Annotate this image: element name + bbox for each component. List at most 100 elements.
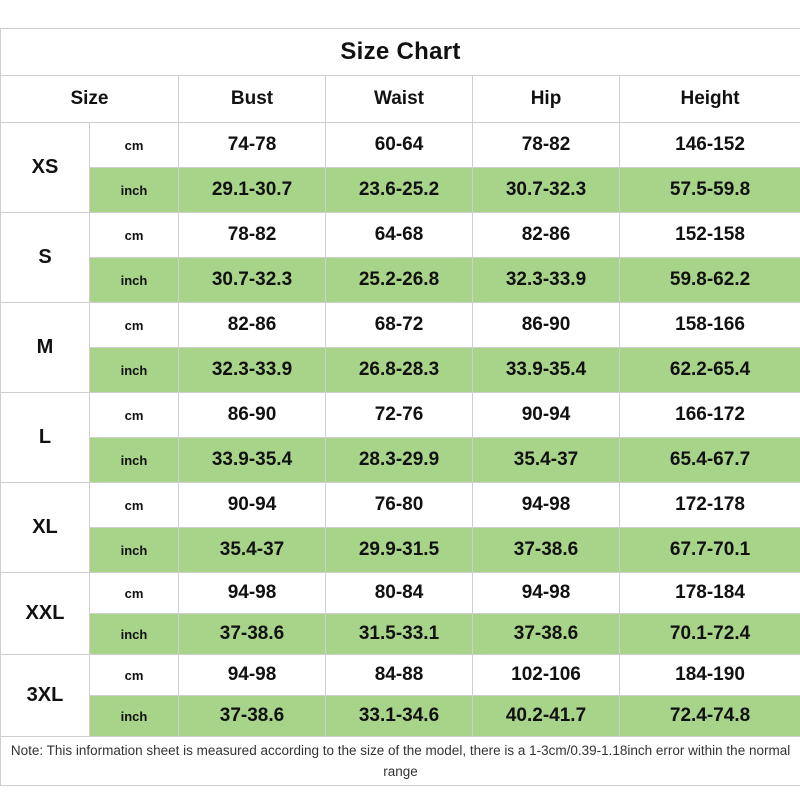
unit-cm-label: cm [89,212,179,258]
cell-inch-height: 62.2-65.4 [618,347,800,393]
cell-cm-height: 178-184 [618,572,800,614]
unit-inch-label: inch [89,167,179,213]
size-label: XS [0,122,90,213]
cell-cm-waist: 64-68 [325,212,473,258]
cell-cm-height: 152-158 [618,212,800,258]
cell-inch-hip: 35.4-37 [472,437,620,483]
cell-inch-bust: 35.4-37 [178,527,326,573]
cell-inch-hip: 37-38.6 [472,613,620,655]
unit-inch-label: inch [89,347,179,393]
table-row: XXL cm 94-98 80-84 94-98 178-184 [0,572,800,655]
table-row: inch 37-38.6 33.1-34.6 40.2-41.7 72.4-74.8 [1,695,800,737]
table-row: inch 32.3-33.9 26.8-28.3 33.9-35.4 62.2-65.4 [1,347,800,393]
cell-inch-hip: 32.3-33.9 [472,257,620,303]
unit-cm-label: cm [89,302,179,348]
cell-cm-hip: 86-90 [472,302,620,348]
cell-cm-waist: 72-76 [325,392,473,438]
cell-cm-bust: 90-94 [178,482,326,528]
unit-cm-label: cm [89,572,179,614]
cell-inch-hip: 33.9-35.4 [472,347,620,393]
cell-cm-waist: 60-64 [325,122,473,168]
cell-inch-height: 57.5-59.8 [618,167,800,213]
size-chart-table: Size Chart Size Bust Waist Hip Height XS… [0,28,800,786]
cell-inch-waist: 33.1-34.6 [325,695,473,737]
table-row: inch 29.1-30.7 23.6-25.2 30.7-32.3 57.5-59.8 [1,167,800,213]
cell-inch-waist: 28.3-29.9 [325,437,473,483]
table-row: inch 37-38.6 31.5-33.1 37-38.6 70.1-72.4 [1,613,800,655]
measurement-note: Note: This information sheet is measured… [0,736,800,786]
cell-cm-bust: 94-98 [178,572,326,614]
cell-inch-waist: 29.9-31.5 [325,527,473,573]
size-label: XL [0,482,90,573]
size-label: M [0,302,90,393]
unit-inch-label: inch [89,613,179,655]
size-label: 3XL [0,654,90,737]
cell-inch-bust: 37-38.6 [178,613,326,655]
table-row: inch 35.4-37 29.9-31.5 37-38.6 67.7-70.1 [1,527,800,573]
cell-cm-hip: 94-98 [472,482,620,528]
unit-inch-label: inch [89,527,179,573]
cell-cm-hip: 90-94 [472,392,620,438]
cell-cm-waist: 68-72 [325,302,473,348]
table-row: 3XL cm 94-98 84-88 102-106 184-190 [0,654,800,737]
header-hip: Hip [472,75,620,123]
cell-cm-height: 184-190 [618,654,800,696]
cell-inch-waist: 26.8-28.3 [325,347,473,393]
cell-inch-waist: 25.2-26.8 [325,257,473,303]
cell-inch-height: 67.7-70.1 [618,527,800,573]
cell-cm-hip: 94-98 [472,572,620,614]
cell-inch-height: 72.4-74.8 [618,695,800,737]
cell-inch-hip: 40.2-41.7 [472,695,620,737]
cell-inch-bust: 32.3-33.9 [178,347,326,393]
cell-cm-bust: 82-86 [178,302,326,348]
table-row: XS cm 74-78 60-64 78-82 146-152 [0,122,800,213]
cell-cm-bust: 94-98 [178,654,326,696]
cell-inch-height: 59.8-62.2 [618,257,800,303]
note-row: Note: This information sheet is measured… [0,736,800,786]
cell-cm-height: 166-172 [618,392,800,438]
unit-inch-label: inch [89,695,179,737]
cell-inch-bust: 30.7-32.3 [178,257,326,303]
cell-cm-waist: 76-80 [325,482,473,528]
header-waist: Waist [325,75,473,123]
cell-cm-hip: 82-86 [472,212,620,258]
cell-cm-hip: 102-106 [472,654,620,696]
cell-inch-waist: 31.5-33.1 [325,613,473,655]
chart-title: Size Chart [0,28,800,76]
cell-cm-bust: 74-78 [178,122,326,168]
cell-inch-hip: 30.7-32.3 [472,167,620,213]
header-row: Size Bust Waist Hip Height [0,75,800,123]
table-row: XL cm 90-94 76-80 94-98 172-178 [0,482,800,573]
cell-inch-bust: 33.9-35.4 [178,437,326,483]
size-label: XXL [0,572,90,655]
unit-inch-label: inch [89,257,179,303]
cell-inch-waist: 23.6-25.2 [325,167,473,213]
cell-cm-hip: 78-82 [472,122,620,168]
cell-inch-bust: 37-38.6 [178,695,326,737]
cell-inch-hip: 37-38.6 [472,527,620,573]
unit-cm-label: cm [89,654,179,696]
size-label: S [0,212,90,303]
header-size: Size [0,75,179,123]
cell-cm-height: 146-152 [618,122,800,168]
table-row: inch 33.9-35.4 28.3-29.9 35.4-37 65.4-67.7 [1,437,800,483]
size-chart: Size Chart Size Bust Waist Hip Height XS… [0,28,800,786]
unit-inch-label: inch [89,437,179,483]
unit-cm-label: cm [89,482,179,528]
unit-cm-label: cm [89,122,179,168]
cell-inch-height: 65.4-67.7 [618,437,800,483]
cell-cm-waist: 84-88 [325,654,473,696]
header-bust: Bust [178,75,326,123]
cell-cm-height: 158-166 [618,302,800,348]
header-height: Height [618,75,800,123]
table-row: inch 30.7-32.3 25.2-26.8 32.3-33.9 59.8-62.2 [1,257,800,303]
cell-inch-height: 70.1-72.4 [618,613,800,655]
cell-cm-bust: 86-90 [178,392,326,438]
cell-cm-height: 172-178 [618,482,800,528]
unit-cm-label: cm [89,392,179,438]
cell-inch-bust: 29.1-30.7 [178,167,326,213]
cell-cm-bust: 78-82 [178,212,326,258]
